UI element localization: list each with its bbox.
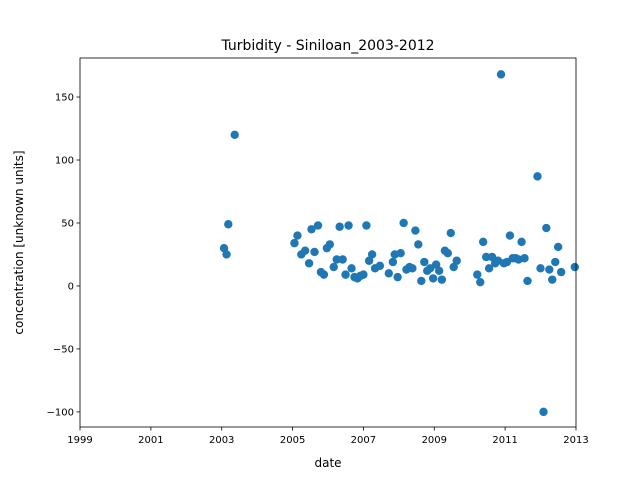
y-tick-label: 150 [55,93,74,104]
data-point [554,243,562,251]
data-point [330,263,338,271]
data-point [444,249,452,257]
data-point [551,258,559,266]
x-tick-label: 2005 [280,435,305,446]
data-point [417,277,425,285]
data-point [368,250,376,258]
x-tick-label: 1999 [67,435,92,446]
data-point [224,220,232,228]
y-tick-label: −100 [47,407,74,418]
data-point [290,239,298,247]
data-point [453,257,461,265]
data-point [396,249,404,257]
y-tick-label: 0 [68,281,74,292]
data-point [414,240,422,248]
x-axis-label: date [314,456,341,470]
data-point [447,229,455,237]
data-point [359,270,367,278]
data-point [376,262,384,270]
data-point [539,408,547,416]
data-point [385,269,393,277]
data-point [293,231,301,239]
data-point [545,265,553,273]
x-tick-label: 2003 [209,435,234,446]
data-point [533,172,541,180]
data-point [393,273,401,281]
x-tick-label: 2011 [492,435,517,446]
data-point [523,277,531,285]
x-tick-label: 2013 [563,435,588,446]
data-point [389,258,397,266]
data-point [362,221,370,229]
data-point [326,240,334,248]
data-point [506,231,514,239]
data-point [476,278,484,286]
data-point [435,267,443,275]
y-tick-label: −50 [53,344,74,355]
x-tick-label: 2007 [351,435,376,446]
data-point [520,254,528,262]
data-point [420,258,428,266]
data-point [479,238,487,246]
data-point [429,274,437,282]
data-point [497,70,505,78]
x-tick-label: 2009 [422,435,447,446]
data-point [310,248,318,256]
data-point [548,275,556,283]
chart-title: Turbidity - Siniloan_2003-2012 [220,38,434,54]
data-point [517,238,525,246]
data-point [230,131,238,139]
data-point [473,270,481,278]
data-point [536,264,544,272]
y-tick-label: 50 [61,218,74,229]
data-point [399,219,407,227]
data-point [557,268,565,276]
data-point [301,246,309,254]
y-tick-label: 100 [55,156,74,167]
data-point [344,221,352,229]
data-point [320,270,328,278]
data-point [438,275,446,283]
data-point [314,221,322,229]
data-point [408,264,416,272]
data-point [222,250,230,258]
data-point [411,226,419,234]
data-point [347,264,355,272]
data-point [571,263,579,271]
data-point [542,224,550,232]
data-point [341,270,349,278]
x-tick-label: 2001 [138,435,163,446]
data-point [305,259,313,267]
data-point [335,223,343,231]
data-point [338,255,346,263]
y-axis-label: concentration [unknown units] [12,150,26,334]
